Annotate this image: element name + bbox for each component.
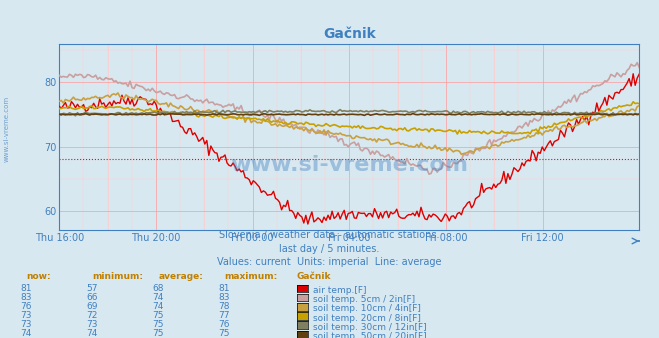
- Text: air temp.[F]: air temp.[F]: [313, 286, 366, 295]
- Text: 74: 74: [152, 293, 164, 302]
- Text: soil temp. 20cm / 8in[F]: soil temp. 20cm / 8in[F]: [313, 314, 421, 322]
- Text: last day / 5 minutes.: last day / 5 minutes.: [279, 244, 380, 254]
- Text: 73: 73: [20, 320, 32, 329]
- Text: 66: 66: [86, 293, 98, 302]
- Text: 74: 74: [152, 302, 164, 311]
- Text: www.si-vreme.com: www.si-vreme.com: [3, 95, 9, 162]
- Text: 81: 81: [20, 284, 32, 293]
- Text: www.si-vreme.com: www.si-vreme.com: [230, 155, 469, 175]
- Text: Gačnik: Gačnik: [297, 272, 331, 281]
- Text: 68: 68: [152, 284, 164, 293]
- Text: 77: 77: [218, 311, 230, 320]
- Text: average:: average:: [158, 272, 203, 281]
- Text: 75: 75: [152, 329, 164, 338]
- Text: 74: 74: [20, 329, 32, 338]
- Text: 73: 73: [20, 311, 32, 320]
- Text: 83: 83: [20, 293, 32, 302]
- Text: 83: 83: [218, 293, 230, 302]
- Text: 76: 76: [218, 320, 230, 329]
- Text: soil temp. 50cm / 20in[F]: soil temp. 50cm / 20in[F]: [313, 332, 426, 338]
- Text: Values: current  Units: imperial  Line: average: Values: current Units: imperial Line: av…: [217, 257, 442, 267]
- Text: 81: 81: [218, 284, 230, 293]
- Text: 57: 57: [86, 284, 98, 293]
- Text: 75: 75: [152, 311, 164, 320]
- Text: 76: 76: [20, 302, 32, 311]
- Text: 74: 74: [86, 329, 98, 338]
- Text: 75: 75: [218, 329, 230, 338]
- Text: 75: 75: [152, 320, 164, 329]
- Text: 69: 69: [86, 302, 98, 311]
- Text: 78: 78: [218, 302, 230, 311]
- Text: soil temp. 10cm / 4in[F]: soil temp. 10cm / 4in[F]: [313, 305, 421, 313]
- Text: soil temp. 30cm / 12in[F]: soil temp. 30cm / 12in[F]: [313, 323, 426, 332]
- Text: soil temp. 5cm / 2in[F]: soil temp. 5cm / 2in[F]: [313, 295, 415, 304]
- Text: Slovenia / weather data - automatic stations.: Slovenia / weather data - automatic stat…: [219, 230, 440, 240]
- Text: now:: now:: [26, 272, 51, 281]
- Title: Gačnik: Gačnik: [323, 27, 376, 41]
- Text: 72: 72: [86, 311, 98, 320]
- Text: maximum:: maximum:: [224, 272, 277, 281]
- Text: 73: 73: [86, 320, 98, 329]
- Text: minimum:: minimum:: [92, 272, 143, 281]
